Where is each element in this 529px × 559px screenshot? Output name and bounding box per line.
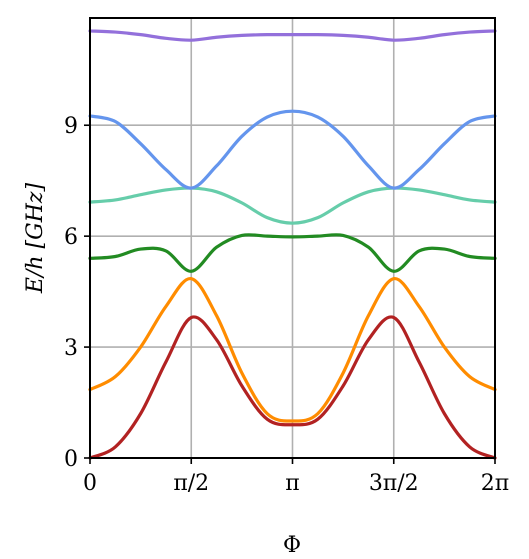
series-line-1	[88, 277, 497, 423]
y-tick-label: 3	[64, 336, 78, 361]
y-tick-label: 0	[64, 447, 78, 472]
series-lines	[88, 29, 497, 460]
y-tick-label: 9	[64, 114, 78, 139]
x-tick-label: 2π	[481, 471, 509, 496]
x-tick-label: 0	[83, 471, 97, 496]
series-line-5	[88, 29, 497, 42]
x-tick-label: π/2	[173, 471, 209, 496]
x-tick-label: π	[285, 471, 299, 496]
series-line-3	[88, 186, 497, 225]
series-line-0	[88, 315, 497, 460]
series-line-4	[88, 109, 497, 190]
y-tick-label: 6	[64, 225, 78, 250]
x-axis-label: Φ	[283, 533, 301, 558]
y-axis-label: E/h [GHz]	[23, 183, 48, 295]
axis-ticks: 0 π/2 π 3π/2 2π 0 3 6 9	[64, 114, 509, 496]
series-line-2	[88, 233, 497, 273]
x-tick-label: 3π/2	[369, 471, 419, 496]
